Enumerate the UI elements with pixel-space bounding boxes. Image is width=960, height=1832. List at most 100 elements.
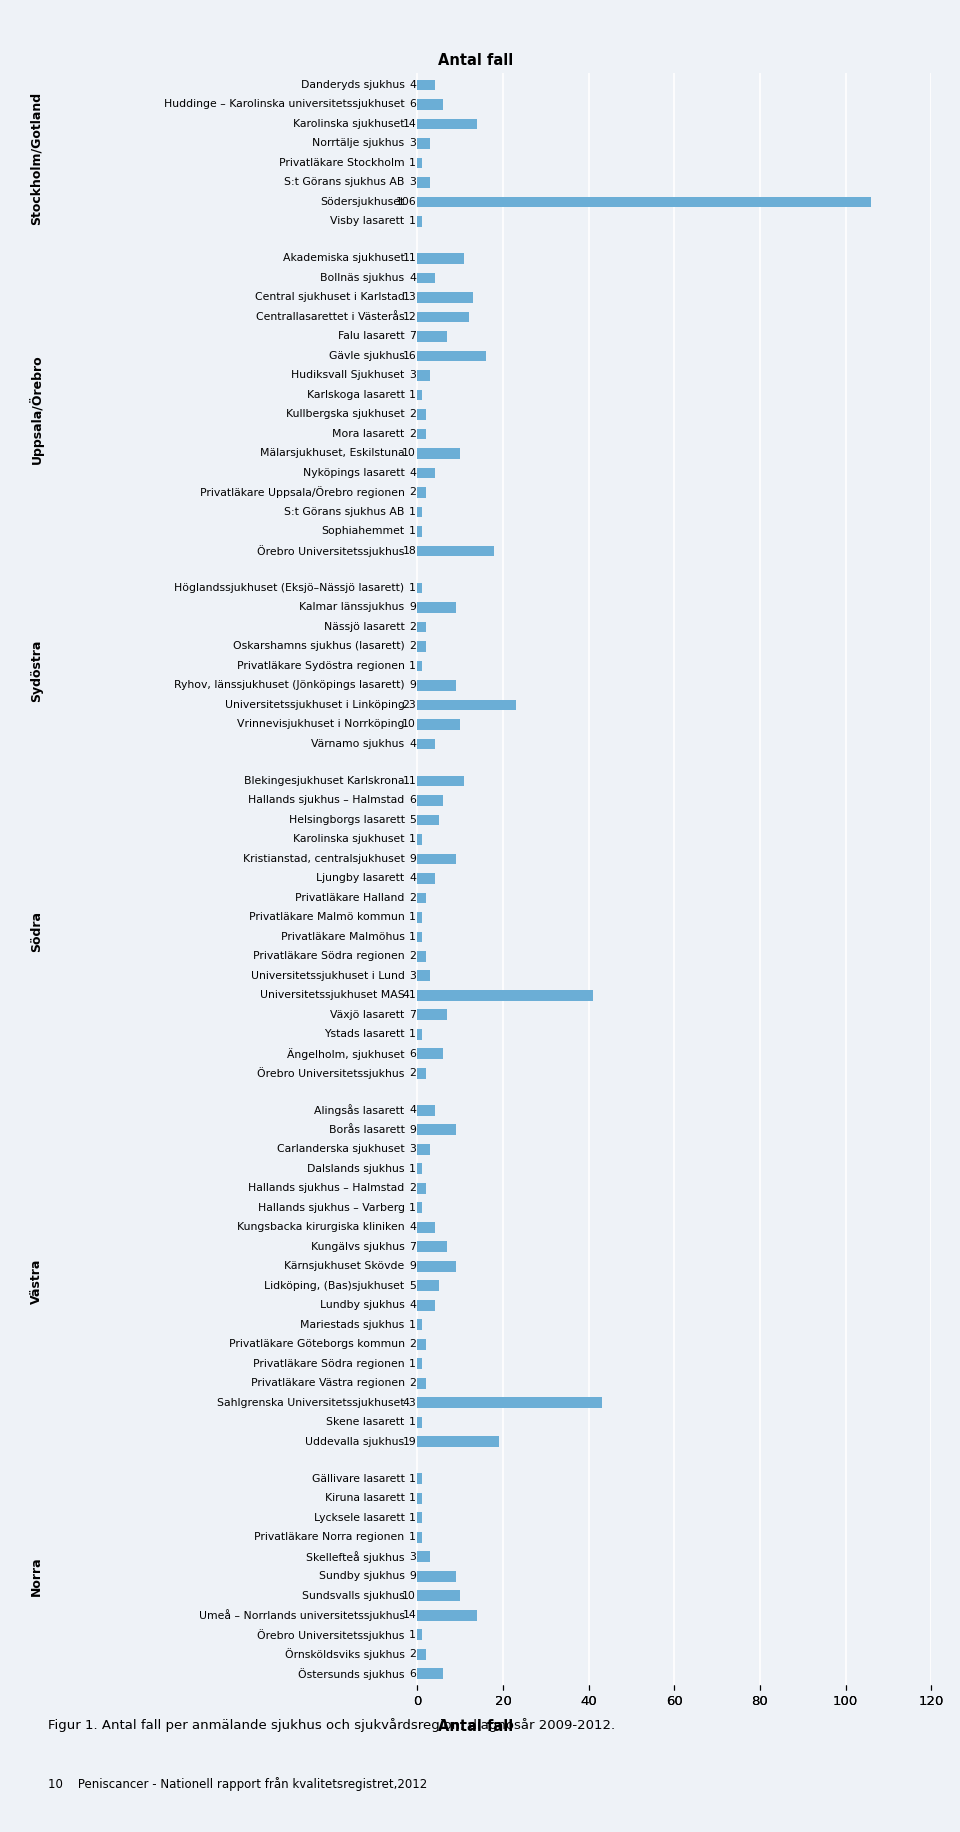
Text: Kungälvs sjukhus: Kungälvs sjukhus <box>311 1242 404 1251</box>
Text: 7: 7 <box>409 1009 416 1020</box>
X-axis label: Antal fall: Antal fall <box>438 53 513 68</box>
Text: Stockholm/Gotland: Stockholm/Gotland <box>30 92 43 225</box>
Bar <box>418 291 473 302</box>
Text: Norra: Norra <box>30 1557 43 1596</box>
Text: 1: 1 <box>409 1319 416 1330</box>
Text: 9: 9 <box>409 680 416 691</box>
Text: 9: 9 <box>409 854 416 865</box>
Text: Nässjö lasarett: Nässjö lasarett <box>324 621 404 632</box>
Text: 3: 3 <box>409 971 416 980</box>
Text: 9: 9 <box>409 1572 416 1581</box>
Text: 1: 1 <box>409 1359 416 1369</box>
Bar <box>418 1669 444 1680</box>
Text: 5: 5 <box>409 1281 416 1292</box>
Text: Nyköpings lasarett: Nyköpings lasarett <box>302 467 404 478</box>
Bar <box>418 583 421 594</box>
Text: 3: 3 <box>409 1145 416 1154</box>
Text: Visby lasarett: Visby lasarett <box>330 216 404 227</box>
Bar <box>418 1222 435 1233</box>
Bar <box>418 1436 499 1447</box>
Bar <box>418 1570 456 1581</box>
Text: 1: 1 <box>409 526 416 537</box>
Text: Ystads lasarett: Ystads lasarett <box>324 1030 404 1039</box>
Text: Privatläkare Södra regionen: Privatläkare Södra regionen <box>252 1359 404 1369</box>
Text: Privatläkare Stockholm: Privatläkare Stockholm <box>279 158 404 169</box>
Bar <box>418 1378 426 1389</box>
Bar <box>418 449 460 458</box>
Text: Västra: Västra <box>30 1259 43 1304</box>
Bar <box>418 641 426 652</box>
Text: Ljungby lasarett: Ljungby lasarett <box>317 874 404 883</box>
Text: 2: 2 <box>409 641 416 652</box>
Text: S:t Görans sjukhus AB: S:t Görans sjukhus AB <box>284 507 404 517</box>
Text: 106: 106 <box>396 198 416 207</box>
Text: Carlanderska sjukhuset: Carlanderska sjukhuset <box>276 1145 404 1154</box>
Text: Skellefteå sjukhus: Skellefteå sjukhus <box>306 1552 404 1563</box>
Text: Gävle sjukhus: Gävle sjukhus <box>328 352 404 361</box>
Text: Universitetssjukhuset MAS: Universitetssjukhuset MAS <box>260 991 404 1000</box>
Bar <box>418 429 426 440</box>
Text: Vrinnevisjukhuset i Norrköping: Vrinnevisjukhuset i Norrköping <box>237 720 404 729</box>
Text: 10    Peniscancer - Nationell rapport från kvalitetsregistret,2012: 10 Peniscancer - Nationell rapport från … <box>48 1777 427 1792</box>
Text: 2: 2 <box>409 1068 416 1079</box>
Text: 4: 4 <box>409 467 416 478</box>
Bar <box>418 1513 421 1522</box>
Text: 41: 41 <box>402 991 416 1000</box>
Text: 2: 2 <box>409 951 416 962</box>
Text: Sundsvalls sjukhus: Sundsvalls sjukhus <box>301 1590 404 1601</box>
Bar <box>418 332 447 343</box>
Bar <box>418 989 593 1000</box>
Text: 4: 4 <box>409 81 416 90</box>
Text: Örnsköldsviks sjukhus: Örnsköldsviks sjukhus <box>285 1649 404 1660</box>
Text: 7: 7 <box>409 1242 416 1251</box>
Text: 18: 18 <box>402 546 416 555</box>
Text: Alingsås lasarett: Alingsås lasarett <box>315 1105 404 1116</box>
Bar <box>418 273 435 284</box>
Bar <box>418 158 421 169</box>
Bar <box>418 1301 435 1310</box>
Text: 1: 1 <box>409 158 416 169</box>
Bar <box>418 1143 430 1154</box>
Text: Privatläkare Halland: Privatläkare Halland <box>295 892 404 903</box>
Bar <box>418 1281 439 1292</box>
Text: Karolinska sjukhuset: Karolinska sjukhuset <box>293 119 404 128</box>
Text: 10: 10 <box>402 449 416 458</box>
Text: Örebro Universitetssjukhus: Örebro Universitetssjukhus <box>257 544 404 557</box>
Text: 1: 1 <box>409 1493 416 1504</box>
Text: 2: 2 <box>409 1649 416 1660</box>
Text: Mälarsjukhuset, Eskilstuna: Mälarsjukhuset, Eskilstuna <box>260 449 404 458</box>
Bar <box>418 1473 421 1484</box>
Text: 1: 1 <box>409 216 416 227</box>
Bar <box>418 409 426 420</box>
Text: 1: 1 <box>409 834 416 845</box>
Text: Universitetssjukhuset i Linköping: Universitetssjukhuset i Linköping <box>225 700 404 709</box>
Text: Danderyds sjukhus: Danderyds sjukhus <box>300 81 404 90</box>
Text: Universitetssjukhuset i Lund: Universitetssjukhuset i Lund <box>251 971 404 980</box>
Bar <box>418 1532 421 1543</box>
Bar <box>418 506 421 517</box>
Text: Bollnäs sjukhus: Bollnäs sjukhus <box>321 273 404 282</box>
Text: 1: 1 <box>409 912 416 921</box>
Text: 13: 13 <box>402 293 416 302</box>
Bar <box>418 1629 421 1640</box>
Text: 2: 2 <box>409 1378 416 1389</box>
Bar <box>418 79 435 90</box>
Text: Södersjukhuset: Södersjukhuset <box>321 198 404 207</box>
Text: 10: 10 <box>402 1590 416 1601</box>
Bar <box>418 119 477 130</box>
Text: Privatläkare Göteborgs kommun: Privatläkare Göteborgs kommun <box>228 1339 404 1350</box>
Bar <box>418 526 421 537</box>
Bar <box>418 1048 444 1059</box>
Text: 2: 2 <box>409 409 416 420</box>
Bar <box>418 1339 426 1350</box>
Text: Lycksele lasarett: Lycksele lasarett <box>314 1513 404 1522</box>
Bar <box>418 546 494 557</box>
Text: 1: 1 <box>409 507 416 517</box>
Text: Lundby sjukhus: Lundby sjukhus <box>320 1301 404 1310</box>
Text: 4: 4 <box>409 874 416 883</box>
Bar <box>418 621 426 632</box>
Text: Växjö lasarett: Växjö lasarett <box>330 1009 404 1020</box>
Text: Figur 1. Antal fall per anmälande sjukhus och sjukvårdsregion, diagnosår 2009-20: Figur 1. Antal fall per anmälande sjukhu… <box>48 1718 615 1733</box>
Text: S:t Görans sjukhus AB: S:t Görans sjukhus AB <box>284 178 404 187</box>
Bar <box>418 912 421 923</box>
